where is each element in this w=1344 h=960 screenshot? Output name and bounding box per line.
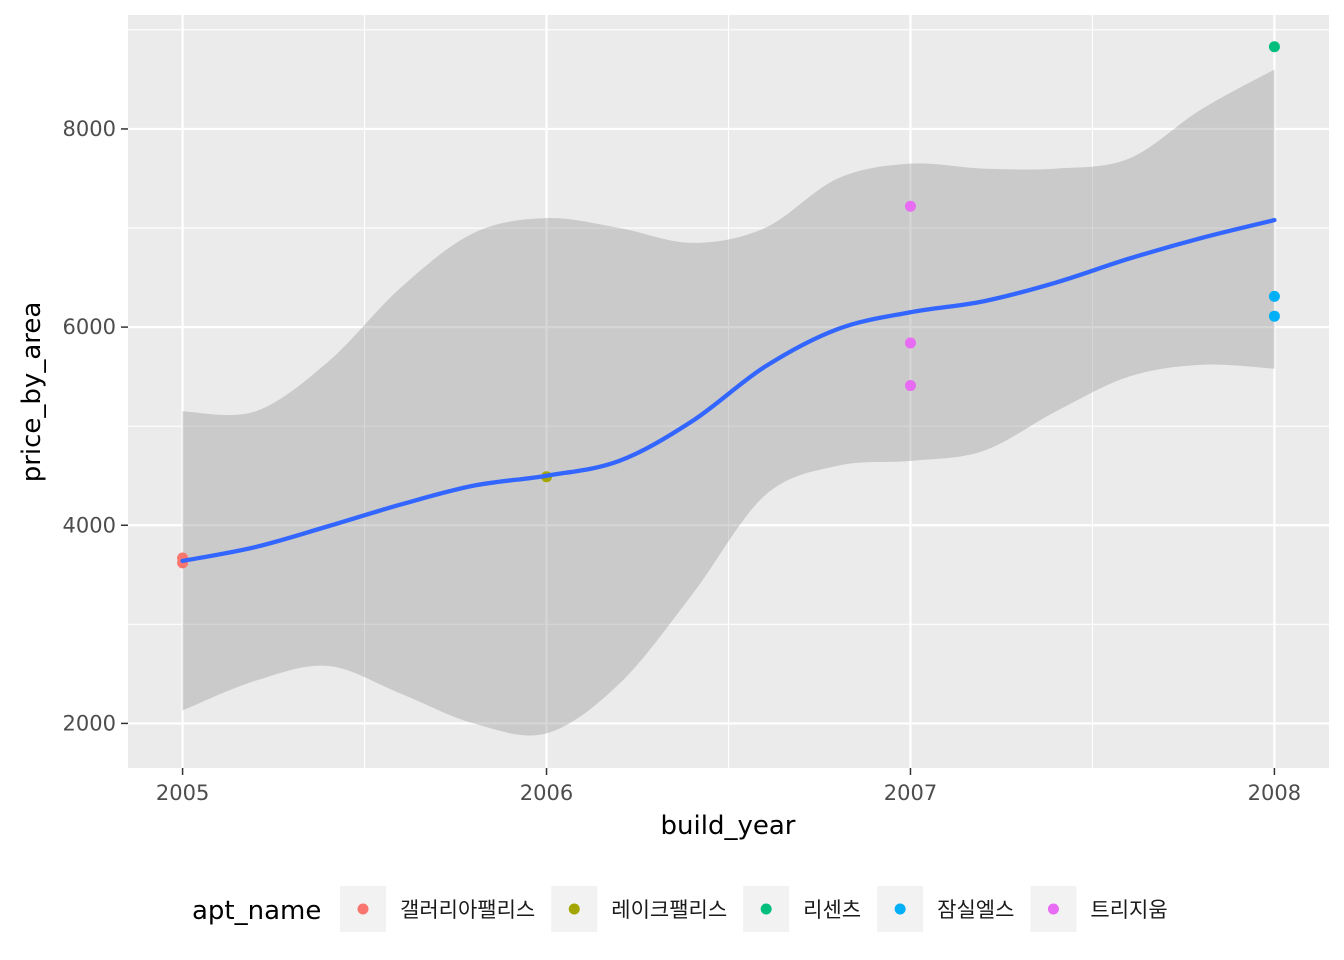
legend: apt_name 갤러리아팰리스 레이크팰리스 리센츠 잠실엘스 트리지움 [192, 886, 1168, 932]
legend-label: 레이크팰리스 [611, 898, 727, 922]
legend-key-point [894, 903, 906, 915]
data-point [1268, 290, 1280, 302]
legend-label: 리센츠 [803, 898, 861, 922]
data-points [177, 41, 1280, 569]
legend-item: 잠실엘스 [877, 886, 1014, 932]
x-axis-title: build_year [661, 811, 796, 841]
legend-item: 갤러리아팰리스 [340, 886, 535, 932]
legend-item: 리센츠 [743, 886, 861, 932]
legend-label: 갤러리아팰리스 [400, 898, 535, 922]
data-point [1268, 41, 1280, 53]
legend-item: 트리지움 [1030, 886, 1168, 932]
legend-key-point [1047, 903, 1059, 915]
legend-title: apt_name [192, 896, 321, 926]
data-point [1268, 310, 1280, 322]
data-point [904, 337, 916, 349]
y-tick-label: 8000 [63, 117, 116, 141]
confidence-band [182, 69, 1275, 736]
legend-label: 트리지움 [1090, 898, 1167, 922]
x-axis: 2005 2006 2007 2008 [156, 768, 1301, 805]
legend-key-point [357, 903, 369, 915]
y-axis: 2000 4000 6000 8000 [63, 117, 128, 735]
grid-major [128, 15, 1329, 768]
y-axis-title: price_by_area [17, 302, 47, 483]
x-tick-label: 2007 [884, 781, 937, 805]
smooth-fit-line [180, 217, 1277, 564]
legend-key-point [568, 903, 580, 915]
x-tick-label: 2005 [156, 781, 209, 805]
y-tick-label: 4000 [63, 513, 116, 537]
legend-item: 레이크팰리스 [551, 886, 727, 932]
data-point [904, 380, 916, 392]
y-tick-label: 2000 [63, 711, 116, 735]
x-tick-label: 2006 [520, 781, 573, 805]
y-tick-label: 6000 [63, 315, 116, 339]
confidence-ribbon [182, 69, 1275, 736]
data-point [904, 200, 916, 212]
smooth-line [180, 217, 1277, 564]
legend-label: 잠실엘스 [937, 898, 1014, 922]
legend-key-point [760, 903, 772, 915]
x-tick-label: 2008 [1248, 781, 1301, 805]
